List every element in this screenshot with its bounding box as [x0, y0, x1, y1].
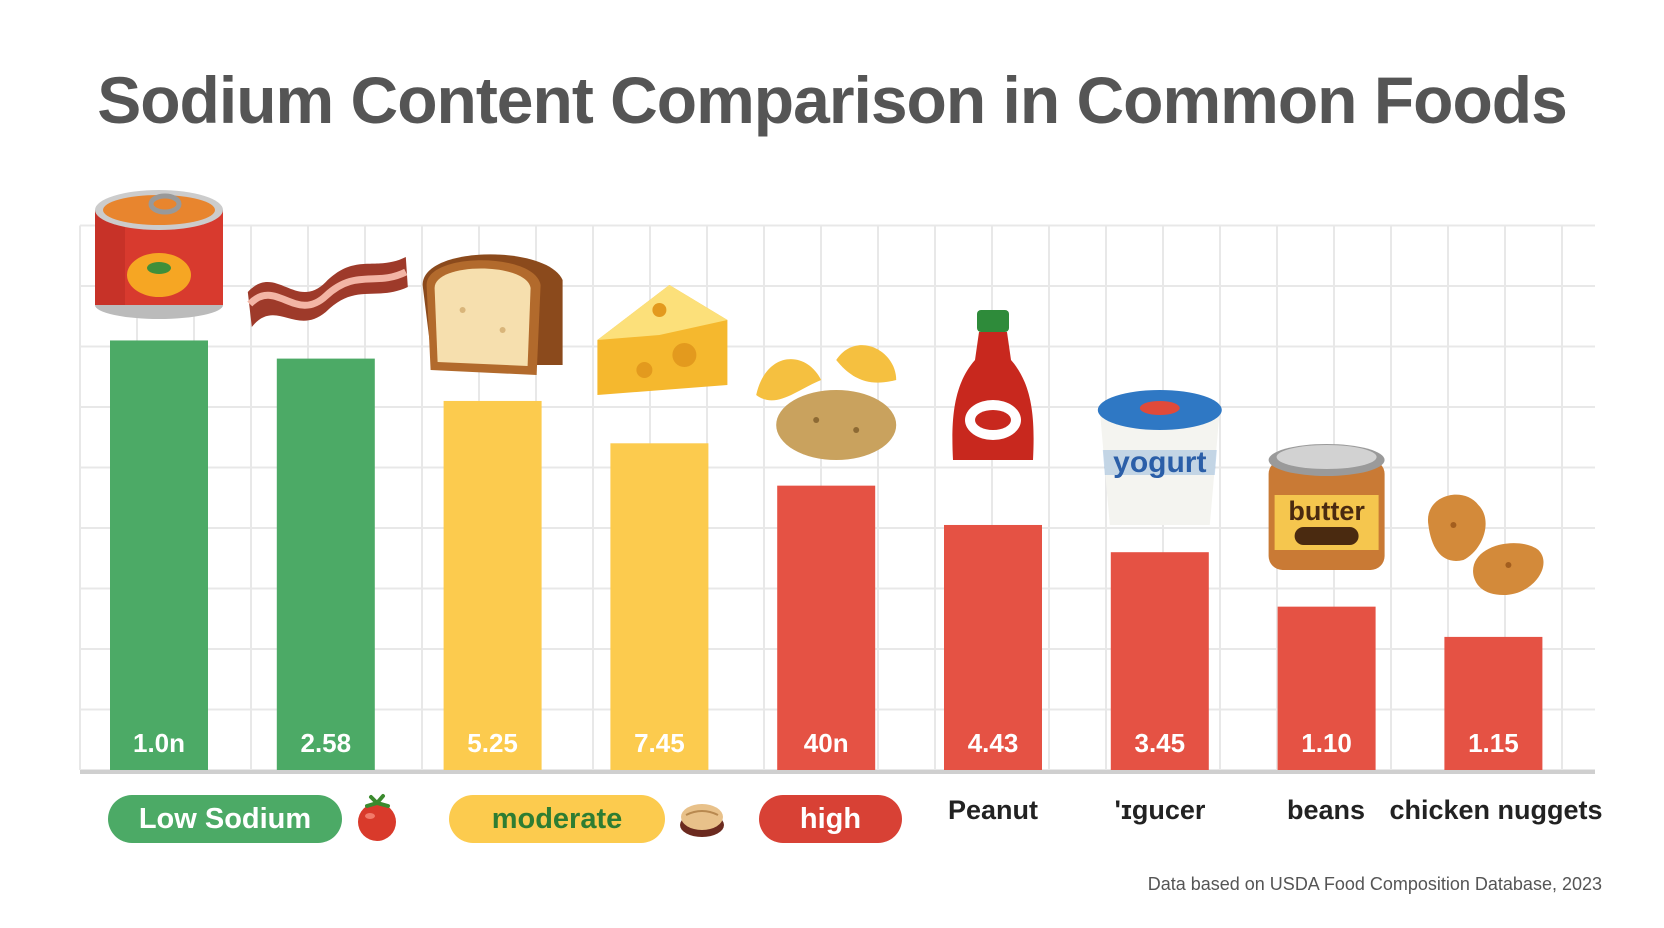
category-label: 'ɪgucer — [1114, 795, 1206, 825]
chicken-nuggets-icon — [1427, 494, 1544, 595]
category-label: Peanut — [947, 795, 1039, 825]
legend-moderate: moderate — [449, 795, 665, 843]
chips-potato-icon — [756, 345, 897, 460]
bar — [1444, 636, 1543, 770]
bar-value-label: 3.45 — [1134, 728, 1185, 758]
bar-value-label: 5.25 — [467, 728, 518, 758]
peanut-icon — [680, 804, 724, 837]
bar-value-label: 1.0n — [133, 728, 185, 758]
category-label: beans — [1286, 795, 1366, 825]
bar — [276, 358, 375, 770]
chart-title: Sodium Content Comparison in Common Food… — [97, 63, 1568, 137]
ketchup-bottle-icon — [952, 310, 1034, 460]
bar — [110, 340, 208, 770]
svg-text:yogurt: yogurt — [1113, 446, 1206, 479]
bar — [777, 485, 876, 770]
source-note: Data based on USDA Food Composition Data… — [1147, 874, 1602, 894]
svg-text:butter: butter — [1288, 496, 1365, 526]
bar — [1277, 606, 1376, 770]
canned-soup-icon — [95, 190, 223, 319]
bar-value-label: 1.15 — [1468, 728, 1519, 758]
yogurt-icon: yogurt — [1097, 390, 1222, 525]
bar-value-label: 7.45 — [634, 728, 685, 758]
bar — [443, 400, 542, 770]
bacon-icon — [247, 257, 408, 327]
tomato-icon — [358, 794, 396, 841]
bar-value-label: 1.10 — [1301, 728, 1352, 758]
bar-value-label: 2.58 — [300, 728, 351, 758]
bar-value-label: 40n — [804, 728, 849, 758]
legend-high: high — [759, 795, 902, 843]
bar — [944, 524, 1042, 770]
cheese-icon — [597, 285, 728, 395]
bar — [1110, 552, 1209, 770]
legend-low-sodium: Low Sodium — [108, 795, 342, 843]
bar — [610, 443, 709, 770]
bread-icon — [422, 254, 563, 375]
category-label: chicken nuggets — [1389, 795, 1603, 825]
bar-value-label: 4.43 — [968, 728, 1019, 758]
peanut-butter-jar-icon: butter — [1268, 444, 1385, 570]
